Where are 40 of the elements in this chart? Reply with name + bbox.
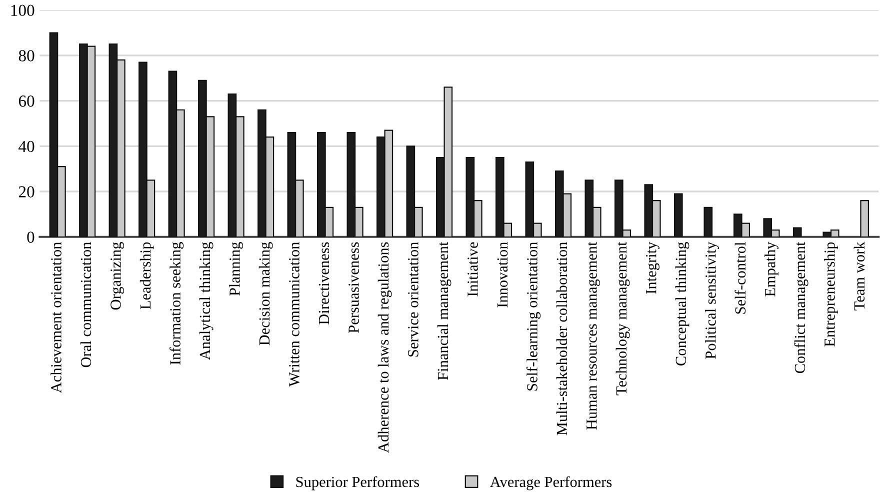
bar xyxy=(860,200,870,237)
x-tick-label: Team work xyxy=(854,242,865,310)
x-tick-label: Achievement orientation xyxy=(50,242,62,394)
x-tick-label: Written communication xyxy=(289,242,300,387)
y-tick-label: 60 xyxy=(18,96,34,107)
x-tick-label: Oral communication xyxy=(80,242,92,368)
x-tick-label: Technology management xyxy=(616,242,630,396)
x-tick-label: Political sensitivity xyxy=(705,242,719,359)
x-tick-label: Conflict management xyxy=(794,242,808,374)
y-tick-label: 0 xyxy=(27,232,34,243)
x-tick-label: Initiative xyxy=(468,242,478,296)
x-tick-label: Conceptual thinking xyxy=(675,242,690,366)
x-tick-label: Decision making xyxy=(258,242,273,346)
x-tick-label: Directiveness xyxy=(318,242,330,324)
x-tick-label: Service orientation xyxy=(408,242,418,357)
x-tick-label: Empathy xyxy=(764,242,778,296)
x-tick-label: Integrity xyxy=(646,242,660,294)
legend-label: Superior Performers xyxy=(296,476,420,490)
x-tick-label: Adherence to laws and regulations xyxy=(378,242,392,453)
x-tick-label: Planning xyxy=(229,242,244,296)
x-tick-label: Information seeking xyxy=(170,242,184,365)
x-tick-label: Analytical thinking xyxy=(199,242,214,360)
y-tick-label: 80 xyxy=(18,50,34,62)
y-tick-label: 20 xyxy=(18,186,34,198)
x-tick-label: Human resources management xyxy=(586,242,600,430)
x-tick-label: Financial management xyxy=(437,242,452,380)
x-tick-label: Self-control xyxy=(734,242,746,314)
x-tick-label: Self-learning orientation xyxy=(526,242,541,390)
x-tick-label: Persuasiveness xyxy=(348,242,359,333)
x-tick-label: Entrepreneurship xyxy=(824,242,838,347)
y-tick-label: 100 xyxy=(11,4,34,16)
x-tick-label: Innovation xyxy=(497,242,508,308)
x-tick-label: Organizing xyxy=(110,242,124,310)
legend-label: Average Performers xyxy=(490,476,612,490)
y-tick-label: 40 xyxy=(18,140,34,152)
x-tick-label: Multi-stakeholder collaboration xyxy=(556,242,568,436)
x-tick-label: Leadership xyxy=(140,242,154,310)
bar xyxy=(792,227,802,237)
bar xyxy=(674,193,683,237)
bar xyxy=(704,206,713,237)
